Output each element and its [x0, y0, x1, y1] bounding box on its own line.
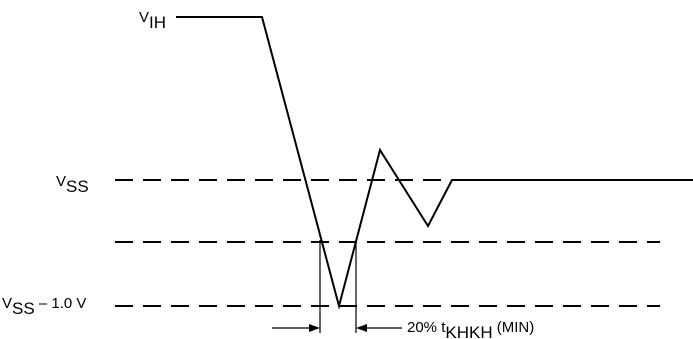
vih-label: VIH	[139, 9, 166, 32]
signal-waveform	[176, 16, 693, 310]
left-arrowhead	[309, 324, 320, 332]
right-arrowhead	[356, 324, 367, 332]
vss-minus-1v-label: VSS – 1.0 V	[2, 295, 86, 318]
vss-label: VSS	[56, 173, 89, 196]
pulse-width-label: 20% tKHKH (MIN)	[407, 319, 534, 339]
